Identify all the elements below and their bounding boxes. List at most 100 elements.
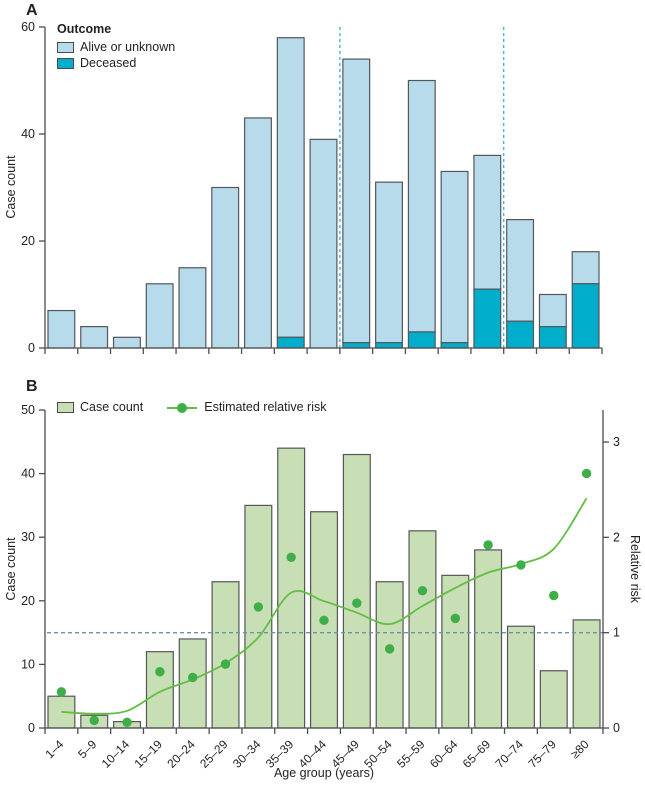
relative-risk-point-20–24 [188, 672, 198, 683]
legend-item-deceased: Deceased [57, 55, 175, 71]
x-category-label: 10–14 [99, 737, 133, 771]
bar-deceased-70–74 [506, 320, 535, 349]
bar-alive-≥80 [571, 251, 600, 285]
panel-b-legend: Case count Estimated relative risk [57, 400, 327, 414]
left-y-tick-label: 10 [21, 657, 35, 671]
x-category-label: 15–19 [132, 737, 166, 771]
bar-case-count-25–29 [211, 581, 240, 729]
x-category-label: ≥80 [568, 737, 592, 761]
x-category-label: 70–74 [493, 737, 527, 771]
left-y-tick-label: 40 [21, 467, 35, 481]
relative-risk-point-30–34 [253, 602, 264, 612]
x-category-label: 65–69 [460, 737, 494, 771]
bar-case-count-60–64 [441, 574, 470, 729]
bar-alive-5–9 [80, 326, 109, 349]
bar-deceased-55–59 [407, 331, 436, 349]
left-y-tick-label: 50 [21, 403, 35, 417]
bar-deceased-≥80 [571, 283, 600, 349]
bar-alive-70–74 [506, 219, 535, 322]
y-tick-label: 0 [28, 341, 35, 355]
bar-case-count-30–34 [244, 504, 273, 729]
panel-a-y-axis-title: Case count [4, 155, 18, 219]
panel-b-left-axis-title: Case count [4, 537, 18, 601]
x-category-label: 1–4 [42, 737, 66, 761]
deceased-swatch-icon [57, 57, 74, 69]
bar-deceased-45–49 [342, 342, 371, 349]
bar-deceased-60–64 [440, 342, 469, 349]
relative-risk-point-40–44 [319, 615, 329, 625]
relative-risk-trend-line [61, 497, 588, 715]
legend-item-deceased-label: Deceased [80, 56, 137, 70]
bar-case-count-35–39 [277, 447, 306, 729]
bar-alive-15–19 [145, 283, 174, 349]
bar-alive-45–49 [342, 58, 371, 344]
relative-risk-point-15–19 [155, 667, 165, 677]
alive-swatch-icon [57, 41, 74, 53]
relative-risk-point-45–49 [352, 598, 362, 608]
relative-risk-point-60–64 [450, 613, 460, 624]
bar-alive-60–64 [440, 170, 469, 344]
relative-risk-point-50–54 [384, 644, 395, 654]
relative-risk-point-75–79 [549, 590, 559, 601]
x-category-label: 60–64 [427, 737, 461, 771]
panel-b-x-axis-title: Age group (years) [273, 766, 375, 780]
relative-risk-point-65–69 [483, 540, 493, 550]
bar-alive-35–39 [276, 37, 305, 338]
bar-deceased-35–39 [276, 336, 305, 349]
bar-case-count-50–54 [375, 581, 404, 729]
bar-case-count-45–49 [342, 453, 371, 729]
relative-risk-point-55–59 [417, 586, 428, 596]
panel-a-legend: Outcome Alive or unknown Deceased [57, 21, 175, 71]
bar-alive-10–14 [112, 336, 141, 349]
panel-a-legend-title: Outcome [57, 22, 112, 36]
bar-case-count-55–59 [408, 530, 437, 729]
legend-item-case-count-label: Case count [80, 400, 144, 414]
x-category-label: 20–24 [164, 737, 198, 771]
bar-alive-50–54 [375, 181, 404, 344]
panel-b-right-axis-title: Relative risk [628, 534, 642, 604]
bar-case-count-75–79 [539, 670, 568, 729]
bar-case-count-≥80 [572, 619, 601, 729]
panel-b-label: B [26, 378, 38, 395]
bar-alive-25–29 [211, 186, 240, 349]
relative-risk-point-≥80 [581, 468, 592, 479]
right-y-tick-label: 2 [613, 530, 620, 544]
left-y-tick-label: 0 [28, 721, 35, 735]
panel-a-chart: 0 20 40 60 [21, 20, 603, 355]
bar-case-count-70–74 [506, 625, 535, 729]
left-y-tick-label: 30 [21, 530, 35, 544]
panel-a-label: A [26, 2, 38, 19]
x-category-label: 5–9 [75, 737, 99, 761]
y-tick-label: 40 [21, 127, 35, 141]
bar-alive-55–59 [407, 79, 436, 333]
relative-risk-point-25–29 [220, 659, 231, 669]
bar-alive-30–34 [243, 117, 272, 349]
relative-risk-marker-icon [167, 402, 198, 413]
right-y-tick-label: 3 [613, 435, 620, 449]
relative-risk-point-5–9 [89, 715, 99, 726]
legend-item-alive: Alive or unknown [57, 39, 175, 55]
bar-alive-75–79 [538, 293, 567, 328]
bar-deceased-50–54 [375, 342, 404, 349]
left-y-tick-label: 20 [21, 594, 35, 608]
case-count-swatch-icon [57, 401, 74, 413]
bar-alive-1–4 [47, 309, 76, 349]
relative-risk-point-1–4 [56, 687, 67, 697]
y-tick-label: 60 [21, 20, 35, 34]
relative-risk-point-70–74 [516, 560, 526, 570]
right-y-tick-label: 0 [613, 721, 620, 735]
legend-item-relative-risk-label: Estimated relative risk [204, 400, 327, 414]
bar-deceased-75–79 [538, 326, 567, 349]
relative-risk-point-10–14 [122, 717, 132, 727]
bar-deceased-65–69 [473, 288, 502, 349]
y-tick-label: 20 [21, 234, 35, 248]
relative-risk-point-35–39 [286, 552, 296, 563]
bar-alive-65–69 [473, 154, 502, 290]
right-y-tick-label: 1 [613, 626, 620, 640]
bar-case-count-15–19 [145, 651, 174, 729]
bar-alive-20–24 [178, 267, 207, 349]
x-category-label: 75–79 [525, 737, 559, 771]
bar-alive-40–44 [309, 138, 338, 349]
